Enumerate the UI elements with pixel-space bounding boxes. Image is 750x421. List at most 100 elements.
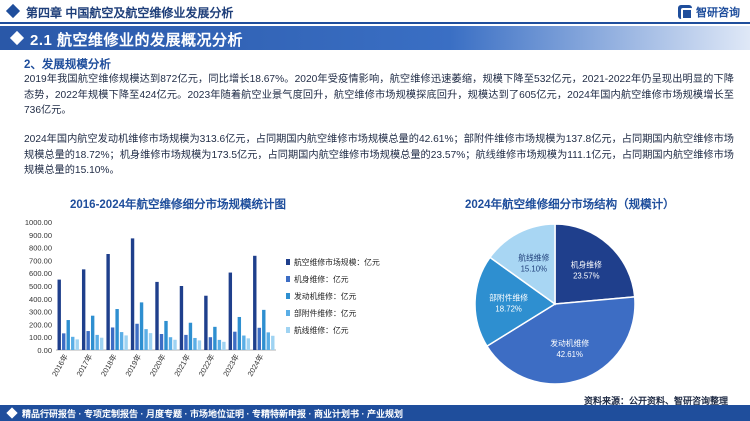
- pie-label: 航线维修: [518, 253, 549, 263]
- footer-links: 精品行研报告 · 专项定制报告 · 月度专题 · 市场地位证明 · 专精特新申报…: [22, 409, 403, 419]
- brand-name: 智研咨询: [696, 7, 740, 19]
- bar-2-0: [66, 320, 70, 350]
- brand-logo-icon: [678, 5, 693, 20]
- y-tick-label: 200.00: [29, 320, 52, 329]
- legend-label: 航线维修：亿元: [294, 325, 349, 335]
- legend-label: 航空维修市场规模：亿元: [294, 257, 380, 267]
- pie-label: 机身维修: [571, 260, 602, 270]
- x-tick-label: 2018年: [98, 352, 119, 378]
- brand: 智研咨询: [678, 4, 740, 20]
- diamond-icon: [5, 3, 21, 19]
- pie-value-label: 15.10%: [521, 265, 548, 274]
- bar-3-2: [119, 332, 124, 350]
- bar-2-7: [237, 316, 242, 350]
- bar-2-2: [115, 309, 119, 350]
- bar-0-2: [106, 254, 110, 350]
- bar-0-7: [228, 272, 233, 350]
- bar-2-8: [262, 309, 266, 350]
- bar-2-3: [139, 302, 144, 350]
- section-title: 2.1 航空维修业的发展概况分析: [30, 32, 244, 49]
- section-header: 2.1 航空维修业的发展概况分析: [0, 26, 750, 50]
- subheading: 2、发展规模分析: [24, 59, 111, 71]
- diamond-icon: [9, 30, 25, 46]
- legend-swatch: [286, 276, 290, 282]
- x-tick-label: 2024年: [245, 352, 266, 378]
- bar-4-8: [271, 335, 275, 350]
- pie-slice-2: [474, 256, 557, 348]
- pie-label: 部附件维修: [489, 292, 528, 302]
- bar-4-1: [99, 337, 104, 350]
- diamond-icon: [6, 407, 18, 419]
- pie-chart-title: 2024年航空维修细分市场结构（规模计）: [465, 199, 675, 211]
- pie-label: 发动机维修: [550, 338, 589, 348]
- bar-1-4: [159, 334, 164, 350]
- bar-1-6: [208, 337, 213, 350]
- bar-0-6: [204, 295, 208, 350]
- bar-3-3: [144, 329, 148, 350]
- y-tick-label: 800.00: [29, 244, 52, 253]
- legend-swatch: [286, 327, 290, 333]
- bar-0-0: [57, 279, 61, 350]
- pie-value-label: 18.72%: [495, 304, 522, 313]
- pie-chart: 机身维修 23.57% 发动机维修 42.61% 部附件维修 18.72% 航线维修 15.1…: [474, 223, 636, 385]
- bar-4-4: [173, 339, 177, 350]
- bar-0-3: [130, 238, 135, 350]
- y-tick-label: 100.00: [29, 333, 52, 342]
- bar-4-6: [222, 341, 226, 350]
- legend-label: 机身维修：亿元: [294, 274, 349, 284]
- y-tick-label: 400.00: [29, 295, 52, 304]
- y-tick-label: 500.00: [29, 282, 52, 291]
- source-note: 资料来源：公开资料、智研咨询整理: [583, 396, 728, 406]
- chapter-title: 第四章 中国航空及航空维修业发展分析: [26, 6, 234, 20]
- x-tick-label: 2022年: [196, 352, 217, 378]
- x-tick-label: 2023年: [220, 352, 241, 378]
- bar-1-7: [233, 331, 237, 350]
- bar-0-4: [155, 281, 159, 350]
- bar-2-1: [90, 315, 95, 350]
- legend-label: 发动机维修：亿元: [294, 291, 357, 301]
- y-tick-label: 1000.00: [25, 218, 52, 227]
- y-tick-label: 700.00: [29, 256, 52, 265]
- bar-4-3: [148, 333, 153, 350]
- bar-2-4: [164, 320, 168, 350]
- top-bar: 第四章 中国航空及航空维修业发展分析 智研咨询: [0, 0, 750, 24]
- footer-bar: 精品行研报告 · 专项定制报告 · 月度专题 · 市场地位证明 · 专精特新申报…: [0, 405, 750, 421]
- bar-0-5: [179, 286, 184, 350]
- bar-1-3: [135, 323, 139, 350]
- bar-3-8: [266, 332, 270, 350]
- x-tick-label: 2016年: [49, 352, 70, 378]
- y-tick-label: 600.00: [29, 269, 52, 278]
- legend-swatch: [286, 293, 290, 299]
- x-tick-label: 2021年: [171, 352, 192, 378]
- y-tick-label: 900.00: [29, 231, 52, 240]
- bar-0-1: [81, 269, 86, 350]
- bar-1-8: [257, 327, 261, 350]
- x-tick-label: 2019年: [123, 352, 144, 378]
- bar-0-8: [253, 255, 257, 350]
- pie-slice-1: [485, 296, 636, 385]
- pie-slice-0: [554, 223, 636, 305]
- bar-4-0: [75, 339, 79, 350]
- legend-swatch: [286, 310, 290, 316]
- bar-1-0: [62, 333, 66, 350]
- bar-4-7: [246, 338, 251, 350]
- bar-1-2: [110, 327, 115, 350]
- bar-3-5: [193, 337, 197, 350]
- y-tick-label: 300.00: [29, 308, 52, 317]
- bar-3-0: [71, 336, 75, 350]
- pie-slice-3: [488, 223, 556, 306]
- pie-value-label: 23.57%: [573, 272, 600, 281]
- bar-3-7: [242, 335, 246, 350]
- paragraph-1: 2019年我国航空维修规模达到872亿元，同比增长18.67%。2020年受疫情…: [24, 74, 734, 116]
- y-tick-label: 0.00: [37, 346, 52, 355]
- bar-3-4: [168, 337, 173, 350]
- x-tick-label: 2017年: [74, 352, 95, 378]
- bar-1-1: [86, 331, 90, 350]
- bar-2-6: [213, 326, 217, 350]
- legend-label: 部附件维修：亿元: [294, 308, 357, 318]
- x-tick-label: 2020年: [147, 352, 168, 378]
- bar-4-5: [197, 340, 202, 350]
- bar-1-5: [184, 334, 188, 350]
- bar-3-1: [95, 334, 99, 350]
- paragraph-2: 2024年国内航空发动机维修市场规模为313.6亿元，占同期国内航空维修市场规模…: [24, 134, 734, 176]
